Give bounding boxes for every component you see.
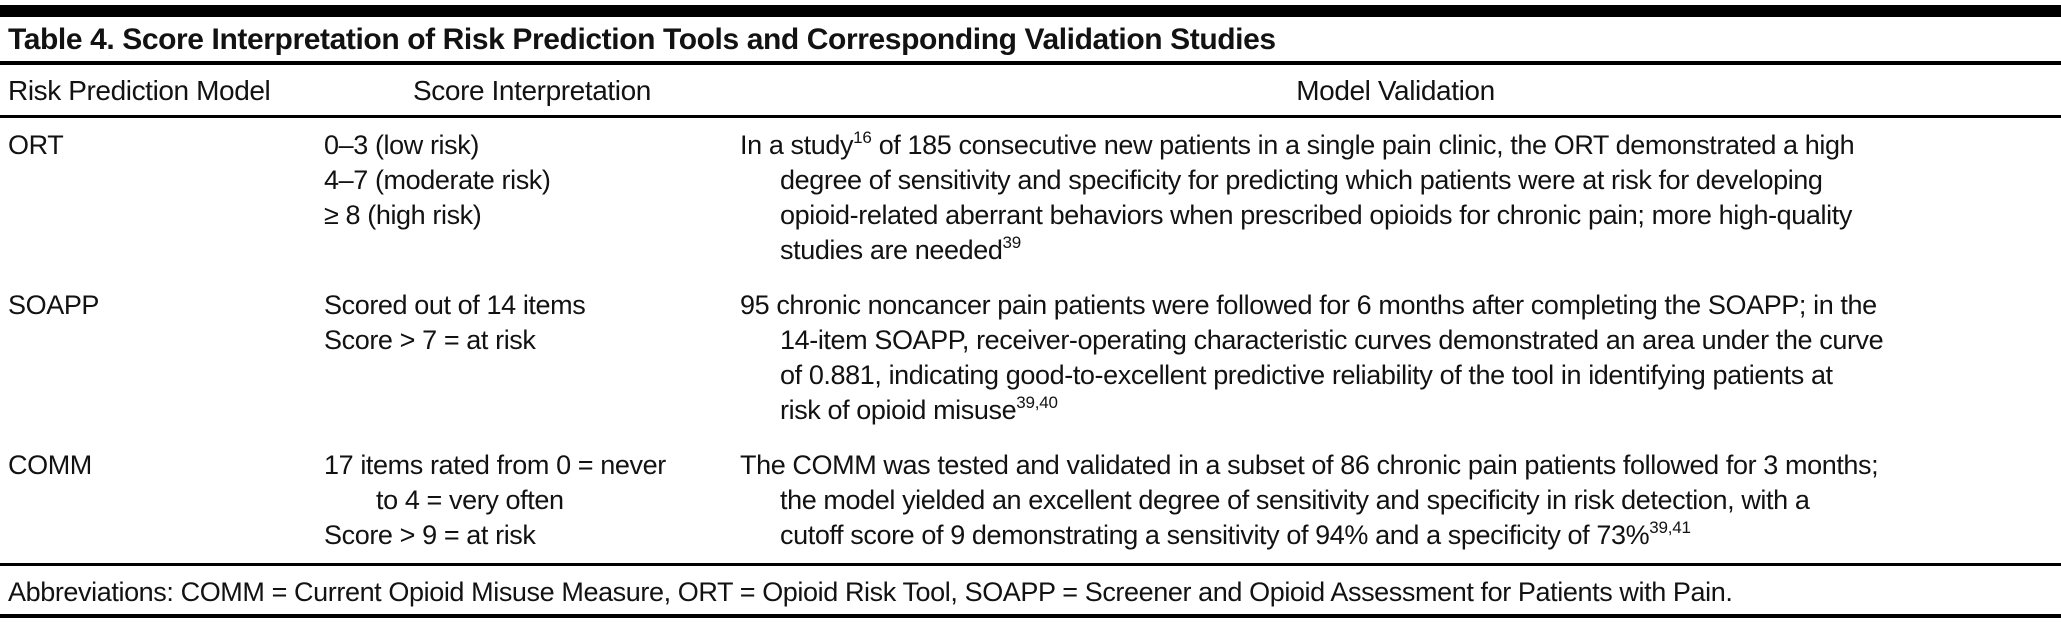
score-line: ≥ 8 (high risk): [324, 200, 482, 230]
validation-text: degree of sensitivity and specificity fo…: [780, 165, 1823, 195]
validation-text: The COMM was tested and validated in a s…: [740, 450, 1879, 480]
score-line: Score > 7 = at risk: [324, 325, 536, 355]
title-rule: [0, 61, 2061, 65]
validation-line: cutoff score of 9 demonstrating a sensit…: [740, 518, 2051, 553]
reference-superscript: 39,40: [1016, 393, 1058, 412]
score-line: 0–3 (low risk): [324, 130, 479, 160]
score-line: Scored out of 14 items: [324, 290, 586, 320]
validation-text: risk of opioid misuse: [780, 395, 1017, 425]
validation-line: the model yielded an excellent degree of…: [740, 483, 2051, 518]
validation-line: risk of opioid misuse39,40: [740, 393, 2051, 428]
score-interpretation-cell: Scored out of 14 items Score > 7 = at ris…: [324, 288, 740, 428]
validation-line: 95 chronic noncancer pain patients were …: [740, 288, 2051, 323]
table-body: ORT 0–3 (low risk) 4–7 (moderate risk) ≥ 8 …: [0, 118, 2061, 563]
model-validation-cell: 95 chronic noncancer pain patients were …: [740, 288, 2061, 428]
validation-text: 95 chronic noncancer pain patients were …: [740, 290, 1877, 320]
table-title: Table 4. Score Interpretation of Risk Pr…: [8, 23, 1276, 56]
reference-superscript: 39,41: [1649, 518, 1691, 537]
validation-text: of 185 consecutive new patients in a sin…: [871, 130, 1855, 160]
reference-superscript: 39: [1002, 233, 1021, 252]
model-name: ORT: [8, 130, 64, 160]
score-line: Score > 9 = at risk: [324, 520, 536, 550]
validation-line: 14-item SOAPP, receiver-operating charac…: [740, 323, 2051, 358]
model-validation-cell: In a study16 of 185 consecutive new pati…: [740, 128, 2061, 268]
reference-superscript: 16: [853, 128, 872, 147]
validation-line: degree of sensitivity and specificity fo…: [740, 163, 2051, 198]
validation-text: opioid-related aberrant behaviors when p…: [780, 200, 1852, 230]
score-line: to 4 = very often: [376, 485, 564, 515]
paper-table: Table 4. Score Interpretation of Risk Pr…: [0, 5, 2061, 622]
column-header-risk-prediction-model: Risk Prediction Model: [8, 75, 271, 106]
model-validation-cell: The COMM was tested and validated in a s…: [740, 448, 2061, 553]
score-line: 4–7 (moderate risk): [324, 165, 551, 195]
validation-text: studies are needed: [780, 235, 1003, 265]
column-header-score-interpretation: Score Interpretation: [413, 75, 651, 106]
model-name: SOAPP: [8, 290, 100, 320]
validation-line: opioid-related aberrant behaviors when p…: [740, 198, 2051, 233]
table-footnote: Abbreviations: COMM = Current Opioid Mis…: [8, 577, 1733, 607]
score-interpretation-cell: 17 items rated from 0 = never to 4 = very…: [324, 448, 740, 553]
top-rule: [0, 5, 2061, 17]
validation-line: of 0.881, indicating good-to-excellent p…: [740, 358, 2051, 393]
footnote-rule: [0, 563, 2061, 566]
score-line: 17 items rated from 0 = never: [324, 450, 666, 480]
column-header-model-validation: Model Validation: [1296, 75, 1495, 106]
table-row: COMM 17 items rated from 0 = never to 4 = …: [0, 438, 2061, 563]
validation-text: cutoff score of 9 demonstrating a sensit…: [780, 520, 1650, 550]
table-header-row: Risk Prediction Model Score Interpretati…: [0, 65, 2061, 115]
validation-text: In a study: [740, 130, 854, 160]
header-rule: [0, 115, 2061, 118]
model-name: COMM: [8, 450, 92, 480]
table-row: SOAPP Scored out of 14 items Score > 7 = a…: [0, 278, 2061, 438]
table-row: ORT 0–3 (low risk) 4–7 (moderate risk) ≥ 8 …: [0, 118, 2061, 278]
bottom-rule: [0, 614, 2061, 618]
score-interpretation-cell: 0–3 (low risk) 4–7 (moderate risk) ≥ 8 (hi…: [324, 128, 740, 268]
validation-line: The COMM was tested and validated in a s…: [740, 448, 2051, 483]
validation-text: the model yielded an excellent degree of…: [780, 485, 1810, 515]
validation-text: 14-item SOAPP, receiver-operating charac…: [780, 325, 1884, 355]
validation-text: of 0.881, indicating good-to-excellent p…: [780, 360, 1833, 390]
validation-line: studies are needed39: [740, 233, 2051, 268]
validation-line: In a study16 of 185 consecutive new pati…: [740, 128, 2051, 163]
